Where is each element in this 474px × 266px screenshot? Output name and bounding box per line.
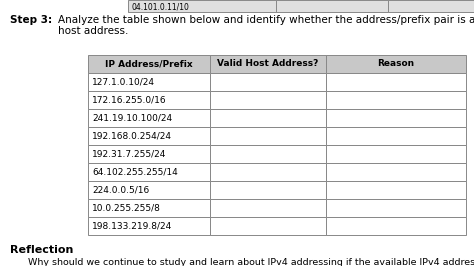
Text: 172.16.255.0/16: 172.16.255.0/16 <box>92 95 167 105</box>
Text: IP Address/Prefix: IP Address/Prefix <box>105 60 193 69</box>
Bar <box>326 73 466 91</box>
Bar <box>326 109 466 127</box>
Bar <box>88 181 210 199</box>
Bar <box>326 199 466 217</box>
Bar <box>326 145 466 163</box>
Text: 04.101.0.11/10: 04.101.0.11/10 <box>132 2 190 11</box>
Bar <box>210 163 326 181</box>
Bar <box>326 163 466 181</box>
Bar <box>88 91 210 109</box>
Bar <box>88 145 210 163</box>
Bar <box>88 55 210 73</box>
Bar <box>210 199 326 217</box>
Bar <box>210 145 326 163</box>
Text: Step 3:: Step 3: <box>10 15 52 25</box>
Bar <box>326 127 466 145</box>
Text: Reflection: Reflection <box>10 245 73 255</box>
Bar <box>210 91 326 109</box>
Text: Analyze the table shown below and identify whether the address/prefix pair is a : Analyze the table shown below and identi… <box>58 15 474 25</box>
Bar <box>326 91 466 109</box>
Bar <box>210 181 326 199</box>
Text: 224.0.0.5/16: 224.0.0.5/16 <box>92 185 149 194</box>
Text: 64.102.255.255/14: 64.102.255.255/14 <box>92 168 178 177</box>
Text: 127.1.0.10/24: 127.1.0.10/24 <box>92 77 155 86</box>
Text: Reason: Reason <box>377 60 415 69</box>
Bar <box>388 0 474 12</box>
Bar <box>326 181 466 199</box>
Text: host address.: host address. <box>58 26 128 36</box>
Bar <box>210 73 326 91</box>
Bar <box>326 217 466 235</box>
Bar <box>128 0 276 12</box>
Text: 192.31.7.255/24: 192.31.7.255/24 <box>92 149 166 159</box>
Bar <box>88 127 210 145</box>
Bar <box>276 0 388 12</box>
Bar <box>88 73 210 91</box>
Text: 192.168.0.254/24: 192.168.0.254/24 <box>92 131 172 140</box>
Bar <box>210 55 326 73</box>
Text: 241.19.10.100/24: 241.19.10.100/24 <box>92 114 172 123</box>
Text: Why should we continue to study and learn about IPv4 addressing if the available: Why should we continue to study and lear… <box>28 258 474 266</box>
Text: 198.133.219.8/24: 198.133.219.8/24 <box>92 222 172 231</box>
Bar <box>88 163 210 181</box>
Bar <box>210 217 326 235</box>
Bar <box>210 127 326 145</box>
Text: Valid Host Address?: Valid Host Address? <box>217 60 319 69</box>
Bar <box>88 199 210 217</box>
Bar <box>326 55 466 73</box>
Bar <box>210 109 326 127</box>
Bar <box>88 109 210 127</box>
Bar <box>88 217 210 235</box>
Text: 10.0.255.255/8: 10.0.255.255/8 <box>92 203 161 213</box>
